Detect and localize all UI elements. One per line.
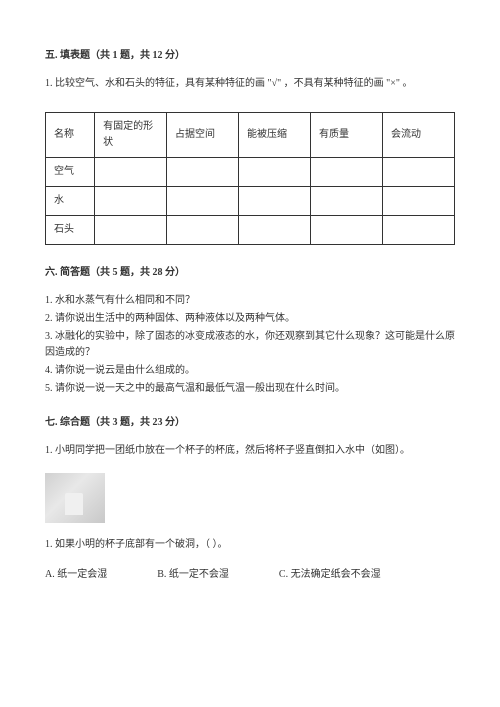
section-5-question: 1. 比较空气、水和石头的特征，具有某种特征的画 "√" ，不具有某种特征的画 … [45,76,455,92]
table-row: 空气 [46,158,455,187]
section-7-question1: 1. 小明同学把一团纸巾放在一个杯子的杯底，然后将杯子竖直倒扣入水中（如图）。 [45,443,455,459]
table-cell [167,158,239,187]
option-b: B. 纸一定不会湿 [157,567,229,583]
short-answer-q4: 4. 请你说一说云是由什么组成的。 [45,363,455,379]
row-label-air: 空气 [46,158,95,187]
short-answer-list: 1. 水和水蒸气有什么相同和不同？ 2. 请你说出生活中的两种固体、两种液体以及… [45,293,455,397]
table-cell [310,187,382,216]
section-6-title: 六. 简答题（共 5 题，共 28 分） [45,265,455,281]
table-cell [382,216,454,245]
section-7-title: 七. 综合题（共 3 题，共 23 分） [45,415,455,431]
table-cell [95,216,167,245]
table-header-shape: 有固定的形状 [95,113,167,158]
table-header-flow: 会流动 [382,113,454,158]
row-label-stone: 石头 [46,216,95,245]
table-cell [95,158,167,187]
table-cell [239,187,311,216]
table-header-space: 占据空间 [167,113,239,158]
table-header-compress: 能被压缩 [239,113,311,158]
table-cell [310,158,382,187]
row-label-water: 水 [46,187,95,216]
table-cell [167,187,239,216]
table-cell [167,216,239,245]
table-cell [95,187,167,216]
table-cell [382,187,454,216]
option-c: C. 无法确定纸会不会湿 [279,567,381,583]
short-answer-q2: 2. 请你说出生活中的两种固体、两种液体以及两种气体。 [45,311,455,327]
cup-experiment-image [45,473,105,523]
table-cell [239,216,311,245]
table-header-mass: 有质量 [310,113,382,158]
section-5-title: 五. 填表题（共 1 题，共 12 分） [45,48,455,64]
short-answer-q5: 5. 请你说一说一天之中的最高气温和最低气温一般出现在什么时间。 [45,381,455,397]
comparison-table: 名称 有固定的形状 占据空间 能被压缩 有质量 会流动 空气 水 石头 [45,112,455,245]
section-7-subquestion: 1. 如果小明的杯子底部有一个破洞，（ ）。 [45,537,455,553]
short-answer-q1: 1. 水和水蒸气有什么相同和不同？ [45,293,455,309]
table-cell [382,158,454,187]
table-row: 水 [46,187,455,216]
table-cell [310,216,382,245]
table-header-row: 名称 有固定的形状 占据空间 能被压缩 有质量 会流动 [46,113,455,158]
answer-options: A. 纸一定会湿 B. 纸一定不会湿 C. 无法确定纸会不会湿 [45,567,455,583]
option-a: A. 纸一定会湿 [45,567,107,583]
table-cell [239,158,311,187]
short-answer-q3: 3. 冰融化的实验中，除了固态的冰变成液态的水，你还观察到其它什么现象？这可能是… [45,329,455,361]
table-header-name: 名称 [46,113,95,158]
table-row: 石头 [46,216,455,245]
